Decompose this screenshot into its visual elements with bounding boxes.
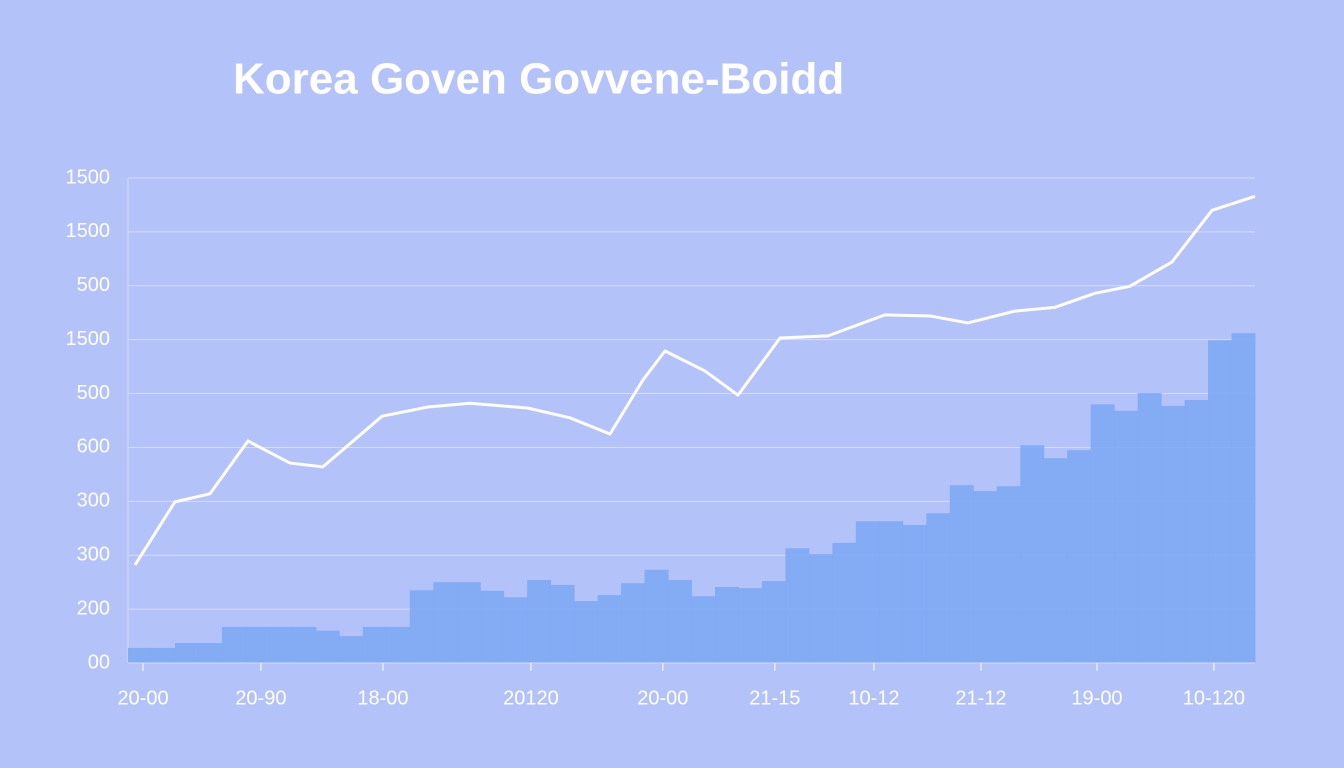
line-series (133, 194, 1256, 566)
bar (1137, 393, 1162, 663)
bar (339, 636, 364, 663)
bar (198, 643, 223, 663)
bar (761, 581, 786, 663)
x-tick-label: 21-15 (749, 687, 800, 709)
bar (503, 597, 528, 663)
x-tick-label: 19-00 (1071, 687, 1122, 709)
bar (128, 647, 152, 663)
bar (362, 626, 387, 663)
x-tick-label: 10-120 (1183, 687, 1245, 709)
y-tick-label: 300 (77, 490, 110, 512)
bar (996, 486, 1021, 663)
bar (221, 626, 246, 663)
bar (268, 626, 293, 663)
bar (668, 580, 692, 663)
y-tick-label: 300 (77, 544, 110, 566)
y-tick-label: 500 (77, 382, 110, 404)
bar (855, 521, 880, 663)
bar (151, 647, 176, 663)
bar (808, 554, 833, 663)
bar (480, 590, 505, 663)
bar (1090, 404, 1115, 663)
bar (597, 595, 622, 663)
bar (973, 491, 998, 663)
bar (315, 630, 340, 663)
bar (832, 542, 857, 663)
bar (621, 583, 646, 663)
x-tick-label: 21-12 (955, 687, 1006, 709)
x-tick-label: 18-00 (357, 687, 408, 709)
y-tick-label: 1500 (66, 328, 111, 350)
bar (644, 569, 669, 663)
bar (879, 521, 904, 663)
bar (456, 582, 481, 663)
bar (1067, 450, 1092, 663)
x-tick-label: 20-00 (117, 687, 168, 709)
bar (738, 588, 763, 663)
bar (527, 580, 552, 663)
bar (902, 525, 927, 663)
bar (1020, 445, 1045, 663)
bar (550, 584, 575, 663)
bar (386, 626, 411, 663)
y-tick-label: 1500 (66, 220, 111, 242)
y-tick-label: 600 (77, 436, 110, 458)
chart-title: Korea Goven Govvene-Boidd (233, 55, 844, 104)
bar (409, 590, 434, 663)
x-tick-label: 20120 (503, 687, 559, 709)
bar (691, 596, 716, 663)
bar (1161, 405, 1186, 663)
y-tick-label: 1500 (66, 166, 111, 188)
bar (433, 582, 458, 663)
bar (292, 626, 317, 663)
x-tick-label: 20-00 (637, 687, 688, 709)
bar (949, 485, 974, 663)
bar (785, 548, 810, 663)
bar (1114, 410, 1139, 663)
bar (714, 587, 739, 663)
bar (245, 626, 270, 663)
y-tick-label: 500 (77, 274, 110, 296)
x-tick-label: 20-90 (235, 687, 286, 709)
bar (174, 643, 199, 663)
bar (1043, 458, 1068, 663)
bar (574, 601, 599, 663)
bar (1208, 340, 1233, 663)
bar (1184, 400, 1209, 663)
y-tick-label: 00 (88, 651, 110, 673)
y-tick-label: 200 (77, 597, 110, 619)
bar (926, 513, 951, 663)
x-tick-label: 10-12 (848, 687, 899, 709)
bar (1231, 333, 1256, 663)
